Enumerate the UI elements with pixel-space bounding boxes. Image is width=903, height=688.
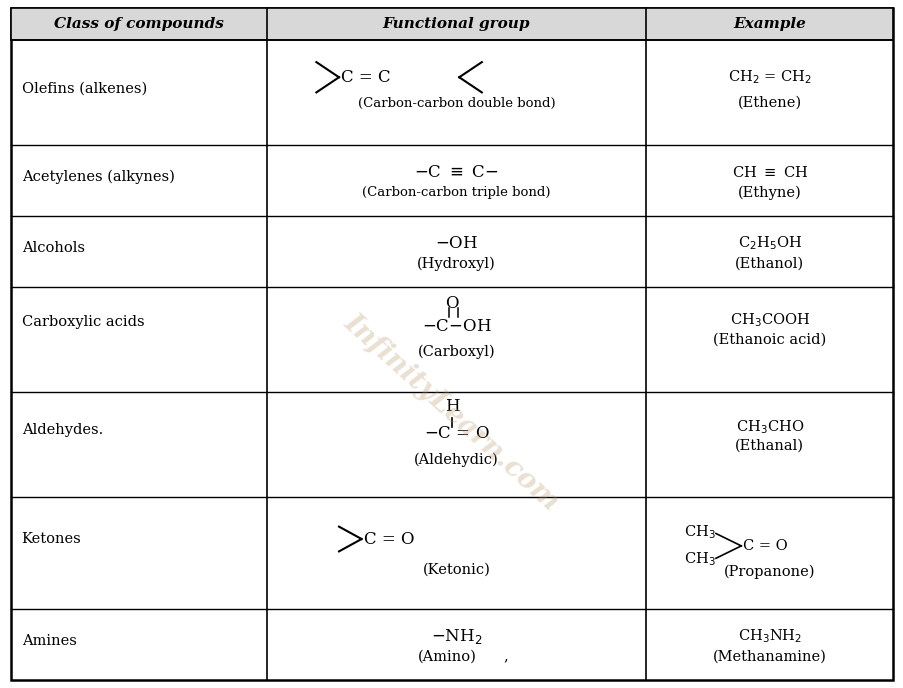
Text: (Ethanal): (Ethanal)	[734, 439, 804, 453]
Text: Aldehydes.: Aldehydes.	[22, 424, 103, 438]
Text: C = O: C = O	[742, 539, 787, 553]
Text: Example: Example	[732, 17, 805, 31]
Text: CH$_3$: CH$_3$	[684, 551, 715, 568]
Text: (Ethanoic acid): (Ethanoic acid)	[712, 332, 825, 346]
Text: (Carbon-carbon double bond): (Carbon-carbon double bond)	[358, 97, 554, 110]
Text: $-$NH$_2$: $-$NH$_2$	[431, 627, 481, 645]
Text: CH $\equiv$ CH: CH $\equiv$ CH	[731, 164, 807, 180]
Text: (Carbon-carbon triple bond): (Carbon-carbon triple bond)	[362, 186, 550, 200]
Text: (Methanamine): (Methanamine)	[712, 649, 825, 664]
Text: (Carboxyl): (Carboxyl)	[417, 345, 495, 359]
Text: CH$_3$NH$_2$: CH$_3$NH$_2$	[737, 627, 801, 645]
Text: O: O	[445, 295, 458, 312]
Text: ,: ,	[503, 649, 508, 664]
Text: C$_2$H$_5$OH: C$_2$H$_5$OH	[737, 234, 801, 252]
Text: InfinityLearn.com: InfinityLearn.com	[339, 310, 564, 516]
Text: Ketones: Ketones	[22, 532, 81, 546]
Text: (Hydroxyl): (Hydroxyl)	[416, 257, 496, 271]
Text: CH$_3$: CH$_3$	[684, 524, 715, 541]
Text: Olefins (alkenes): Olefins (alkenes)	[22, 82, 147, 96]
Bar	[11, 8, 892, 40]
Text: (Aldehydic): (Aldehydic)	[414, 452, 498, 466]
Text: $-$OH: $-$OH	[434, 235, 478, 252]
Text: (Ethene): (Ethene)	[737, 96, 801, 109]
Text: CH$_3$COOH: CH$_3$COOH	[729, 311, 809, 329]
Text: Class of compounds: Class of compounds	[54, 17, 223, 31]
Text: CH$_2$ = CH$_2$: CH$_2$ = CH$_2$	[727, 68, 811, 86]
Text: $-$C$-$OH: $-$C$-$OH	[421, 319, 491, 335]
Text: (Amino): (Amino)	[417, 649, 477, 664]
Text: Amines: Amines	[22, 634, 77, 648]
Text: C = O: C = O	[364, 530, 414, 548]
Text: C = C: C = C	[340, 69, 390, 86]
Text: (Ketonic): (Ketonic)	[422, 563, 490, 577]
Text: H: H	[444, 398, 459, 415]
Text: Functional group: Functional group	[382, 17, 530, 31]
Text: CH$_3$CHO: CH$_3$CHO	[735, 418, 803, 436]
Text: Acetylenes (alkynes): Acetylenes (alkynes)	[22, 170, 174, 184]
Text: $-$C $\equiv$ C$-$: $-$C $\equiv$ C$-$	[414, 164, 498, 181]
Text: (Ethyne): (Ethyne)	[737, 186, 801, 200]
Text: Carboxylic acids: Carboxylic acids	[22, 315, 144, 329]
Text: (Ethanol): (Ethanol)	[734, 257, 804, 270]
Text: (Propanone): (Propanone)	[723, 565, 815, 579]
Text: Alcohols: Alcohols	[22, 241, 85, 255]
Text: $-$C = O: $-$C = O	[424, 425, 489, 442]
